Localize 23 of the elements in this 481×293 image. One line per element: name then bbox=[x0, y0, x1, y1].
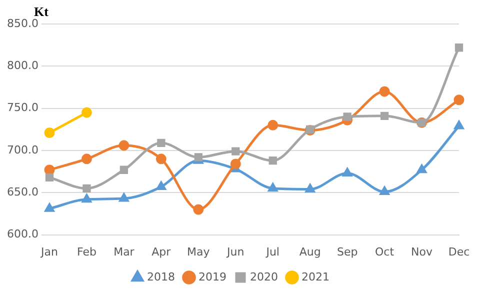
x-tick-label: Jun bbox=[226, 245, 244, 258]
y-tick-label: 800.0 bbox=[6, 59, 38, 72]
y-tick-label: 650.0 bbox=[6, 186, 38, 198]
x-tick-label: May bbox=[187, 245, 210, 258]
x-tick-label: Dec bbox=[448, 245, 470, 258]
x-tick-label: Apr bbox=[152, 245, 172, 258]
x-tick-label: Nov bbox=[411, 245, 433, 258]
x-tick-label: Jul bbox=[265, 245, 280, 258]
y-tick-label: 750.0 bbox=[6, 101, 38, 114]
y-tick-label: 850.0 bbox=[6, 16, 38, 30]
y-tick-label: 600.0 bbox=[6, 228, 38, 241]
y-tick-label: 700.0 bbox=[6, 143, 38, 156]
legend-label: 2019 bbox=[198, 270, 227, 284]
legend-label: 2018 bbox=[147, 270, 176, 284]
x-tick-label: Feb bbox=[76, 245, 96, 258]
x-tick-label: Sep bbox=[336, 245, 358, 258]
y-axis-title: Kt bbox=[34, 4, 50, 19]
legend-label: 2020 bbox=[250, 270, 278, 284]
x-tick-label: Oct bbox=[375, 245, 395, 258]
legend-label: 2021 bbox=[301, 270, 330, 284]
x-tick-label: Jan bbox=[40, 245, 58, 258]
x-tick-label: Mar bbox=[114, 245, 135, 258]
x-tick-label: Aug bbox=[299, 245, 321, 258]
